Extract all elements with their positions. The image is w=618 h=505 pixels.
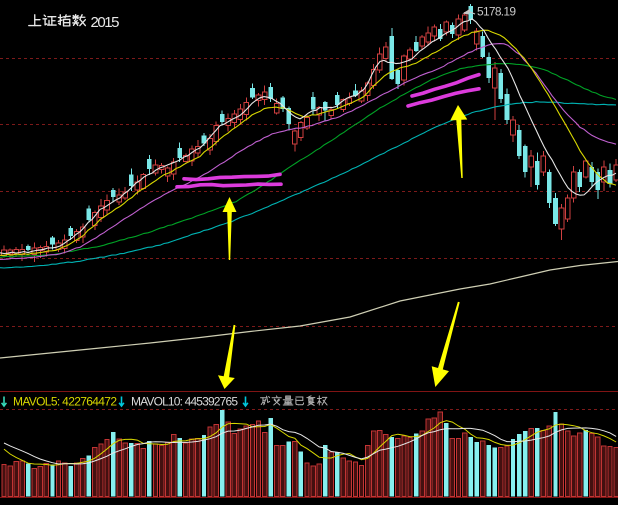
svg-text:MAVOL10: 445392765: MAVOL10: 445392765 [131,395,238,409]
svg-text:5178.19: 5178.19 [477,5,516,19]
svg-text:MAVOL5: 422764472: MAVOL5: 422764472 [13,395,117,409]
svg-text:2015: 2015 [91,14,120,31]
